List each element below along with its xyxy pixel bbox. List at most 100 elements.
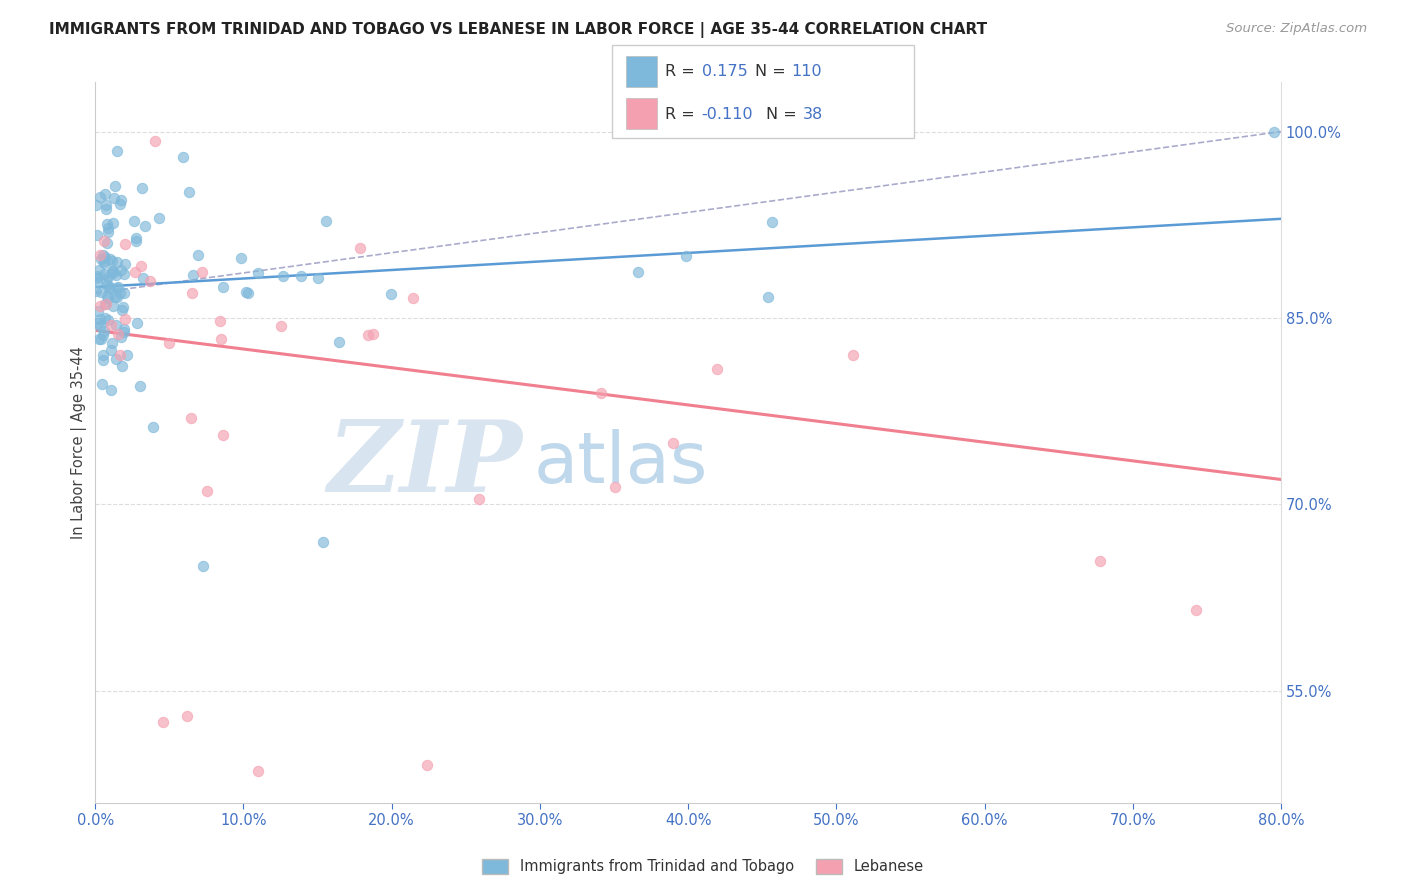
Point — [96, 235, 118, 250]
Point — [98, 252, 121, 267]
Point — [110, 330, 132, 344]
Point — [91, 352, 114, 367]
Point — [93, 187, 115, 202]
Point — [122, 214, 145, 228]
Point — [209, 332, 232, 346]
Point — [142, 420, 165, 434]
Point — [229, 251, 252, 265]
Point — [86, 275, 108, 289]
Point — [235, 285, 257, 300]
Point — [181, 286, 204, 301]
Point — [100, 318, 122, 333]
Point — [90, 376, 112, 391]
Point — [129, 378, 152, 392]
Point — [212, 428, 235, 442]
Point — [176, 708, 198, 723]
Point — [181, 268, 204, 282]
Point — [152, 714, 174, 729]
Point — [93, 256, 115, 270]
Point — [209, 313, 232, 327]
Point — [93, 324, 115, 338]
Point — [312, 534, 335, 549]
Point — [756, 289, 779, 303]
Point — [105, 290, 128, 304]
Point — [114, 312, 136, 326]
Point — [117, 348, 139, 362]
Point — [111, 359, 134, 374]
Point — [104, 268, 127, 282]
Legend: Immigrants from Trinidad and Tobago, Lebanese: Immigrants from Trinidad and Tobago, Leb… — [477, 853, 929, 880]
Point — [591, 386, 613, 401]
Point — [108, 348, 131, 362]
Point — [172, 150, 194, 164]
Point — [675, 250, 697, 264]
Point — [96, 217, 118, 231]
Point — [627, 264, 650, 278]
Point — [111, 303, 134, 318]
Point — [90, 252, 112, 267]
Point — [108, 286, 131, 301]
Point — [101, 264, 124, 278]
Point — [90, 285, 112, 299]
Point — [349, 240, 371, 254]
Point — [103, 266, 125, 280]
Text: R =: R = — [665, 64, 700, 79]
Point — [247, 266, 270, 280]
Point — [290, 269, 312, 284]
Point — [114, 237, 136, 252]
Point — [94, 296, 117, 310]
Point — [87, 332, 110, 346]
Point — [100, 264, 122, 278]
Point — [110, 263, 132, 277]
Point — [315, 214, 337, 228]
Point — [380, 287, 402, 301]
Point — [416, 758, 439, 772]
Point — [103, 191, 125, 205]
Point — [114, 257, 136, 271]
Point — [134, 219, 156, 233]
Point — [112, 268, 135, 282]
Point — [238, 286, 260, 301]
Text: IMMIGRANTS FROM TRINIDAD AND TOBAGO VS LEBANESE IN LABOR FORCE | AGE 35-44 CORRE: IMMIGRANTS FROM TRINIDAD AND TOBAGO VS L… — [49, 22, 987, 38]
Point — [107, 280, 129, 294]
Point — [112, 285, 135, 300]
Text: atlas: atlas — [534, 429, 709, 499]
Text: -0.110: -0.110 — [702, 106, 754, 121]
Point — [108, 196, 131, 211]
Point — [87, 262, 110, 277]
Text: 0.175: 0.175 — [702, 64, 748, 79]
Point — [89, 318, 111, 333]
Point — [97, 313, 120, 327]
Point — [187, 248, 209, 262]
Point — [603, 480, 626, 494]
Text: ZIP: ZIP — [328, 416, 522, 512]
Point — [86, 271, 108, 285]
Point — [93, 310, 115, 325]
Point — [112, 325, 135, 339]
Text: N =: N = — [766, 106, 803, 121]
Point — [357, 328, 380, 343]
Point — [96, 273, 118, 287]
Point — [100, 343, 122, 357]
Point — [101, 299, 124, 313]
Point — [91, 327, 114, 342]
Point — [402, 291, 425, 305]
Text: Source: ZipAtlas.com: Source: ZipAtlas.com — [1226, 22, 1367, 36]
Point — [91, 248, 114, 262]
Point — [105, 280, 128, 294]
Point — [89, 299, 111, 313]
Point — [84, 284, 107, 298]
Text: N =: N = — [755, 64, 792, 79]
Point — [96, 289, 118, 303]
Point — [96, 198, 118, 212]
Point — [100, 384, 122, 398]
Point — [157, 336, 180, 351]
Point — [761, 215, 783, 229]
Point — [101, 254, 124, 268]
Point — [104, 290, 127, 304]
Point — [706, 362, 728, 376]
Point — [212, 280, 235, 294]
Point — [93, 268, 115, 282]
Point — [105, 318, 128, 332]
Point — [361, 327, 384, 342]
